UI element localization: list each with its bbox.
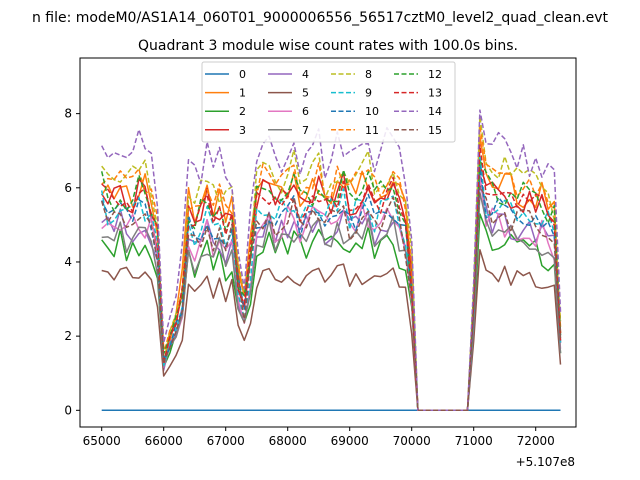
legend-label-5: 5 <box>302 87 309 100</box>
y-tick-label: 8 <box>64 107 72 121</box>
series-line-15 <box>100 185 562 412</box>
legend-label-13: 13 <box>428 87 442 100</box>
x-axis-offset-label: +5.107e8 <box>516 455 575 469</box>
plot-frame <box>79 57 577 428</box>
y-tick-label: 6 <box>64 181 72 195</box>
legend-label-0: 0 <box>239 68 246 81</box>
legend-label-6: 6 <box>302 105 309 118</box>
legend-label-12: 12 <box>428 68 442 81</box>
legend-label-3: 3 <box>239 124 246 137</box>
legend-frame <box>201 61 456 143</box>
series-line-10 <box>101 165 562 412</box>
y-tick-label: 2 <box>64 329 72 343</box>
series-layer <box>100 109 562 412</box>
x-tick-label: 66000 <box>145 434 183 448</box>
series-line-9 <box>100 154 562 412</box>
legend-label-14: 14 <box>428 105 442 118</box>
y-tick-label: 0 <box>64 403 72 417</box>
series-line-5 <box>101 248 562 412</box>
legend-label-15: 15 <box>428 124 442 137</box>
x-tick-label: 67000 <box>207 434 245 448</box>
x-tick-label: 69000 <box>331 434 369 448</box>
chart-title: Quadrant 3 module wise count rates with … <box>138 38 518 54</box>
legend-label-9: 9 <box>365 87 372 100</box>
y-axis: 0 2 4 6 8 <box>64 107 80 417</box>
series-line-14 <box>101 109 562 412</box>
legend-label-11: 11 <box>365 124 379 137</box>
legend-label-10: 10 <box>365 105 379 118</box>
x-tick-label: 70000 <box>393 434 431 448</box>
y-tick-label: 4 <box>64 255 72 269</box>
legend-label-8: 8 <box>365 68 372 81</box>
legend-label-7: 7 <box>302 124 309 137</box>
legend-label-2: 2 <box>239 105 246 118</box>
series-line-11 <box>101 126 562 412</box>
x-axis: 65000 66000 67000 68000 69000 70000 71000 72000 <box>83 427 555 448</box>
x-tick-label: 65000 <box>83 434 121 448</box>
series-line-7 <box>101 192 562 412</box>
series-line-2 <box>101 213 562 412</box>
legend-label-1: 1 <box>239 87 246 100</box>
x-tick-label: 72000 <box>517 434 555 448</box>
legend-label-4: 4 <box>302 68 309 81</box>
series-line-13 <box>101 144 562 412</box>
x-tick-label: 71000 <box>455 434 493 448</box>
series-line-1 <box>101 135 562 412</box>
x-tick-label: 68000 <box>269 434 307 448</box>
figure-suptitle: n file: modeM0/AS1A14_060T01_9000006556_… <box>32 10 609 26</box>
